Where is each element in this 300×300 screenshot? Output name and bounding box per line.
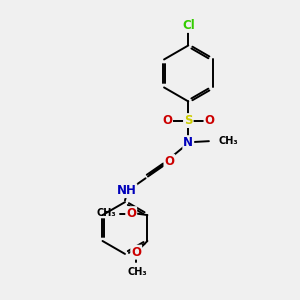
Text: CH₃: CH₃ xyxy=(128,267,148,277)
Text: CH₃: CH₃ xyxy=(96,208,116,218)
Text: O: O xyxy=(162,114,172,127)
Text: Cl: Cl xyxy=(182,19,195,32)
Text: O: O xyxy=(205,114,214,127)
Text: O: O xyxy=(164,155,174,168)
Text: NH: NH xyxy=(116,184,136,197)
Text: S: S xyxy=(184,114,193,127)
Text: O: O xyxy=(131,246,141,259)
Text: O: O xyxy=(126,207,136,220)
Text: CH₃: CH₃ xyxy=(219,136,238,146)
Text: N: N xyxy=(183,136,193,149)
